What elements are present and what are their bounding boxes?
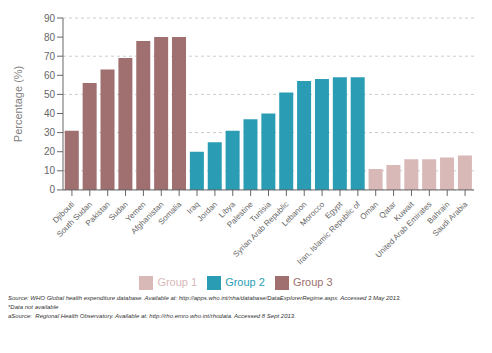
svg-text:Oman: Oman (358, 200, 380, 222)
html-text:Group 2: Group 2 (225, 275, 265, 288)
svg-text:Saudi Arabia: Saudi Arabia (431, 199, 470, 238)
svg-text:Palestine: Palestine (225, 199, 255, 230)
svg-text:40: 40 (44, 108, 56, 119)
svg-text:Egypt: Egypt (323, 199, 345, 221)
svg-text:Somalia: Somalia (157, 199, 184, 226)
svg-text:Iran, Islamic Republic of: Iran, Islamic Republic of (295, 199, 362, 266)
svg-text:United Arab Emirates: United Arab Emirates (374, 200, 434, 260)
svg-text:Morocco: Morocco (298, 199, 326, 227)
svg-text:Iraq: Iraq (185, 199, 202, 216)
svg-text:Djibouti: Djibouti (50, 199, 77, 225)
html-text:Source: WHO Global health expe: Source: WHO Global health expenditure da… (8, 295, 401, 301)
svg-text:Qatar: Qatar (377, 199, 398, 221)
svg-text:60: 60 (44, 70, 56, 81)
svg-text:Lebanon: Lebanon (280, 199, 309, 229)
svg-text:Bahrain: Bahrain (425, 199, 452, 226)
html-text:*Data not available: *Data not available (8, 304, 59, 310)
svg-text:Libya: Libya (217, 199, 237, 220)
svg-text:Jordan: Jordan (195, 200, 219, 224)
svg-text:Pakistan: Pakistan (84, 200, 112, 228)
svg-text:20: 20 (44, 146, 56, 157)
svg-text:0: 0 (49, 184, 55, 195)
html-text:Group 1: Group 1 (157, 275, 198, 288)
html-text:Group 3: Group 3 (292, 275, 333, 288)
svg-text:Tunisia: Tunisia (248, 199, 273, 225)
svg-text:90: 90 (44, 13, 56, 24)
svg-text:Afghanistan: Afghanistan (129, 199, 166, 236)
svg-text:30: 30 (44, 127, 56, 138)
svg-text:Sudan: Sudan (107, 199, 130, 223)
svg-text:Percentage (%): Percentage (%) (12, 66, 24, 142)
svg-text:Kuwait: Kuwait (392, 199, 416, 224)
svg-text:10: 10 (44, 165, 56, 176)
svg-text:80: 80 (44, 32, 56, 43)
svg-text:Syrian Arab Republic: Syrian Arab Republic (231, 200, 290, 259)
svg-text:50: 50 (44, 89, 56, 100)
html-text:aSource: Regional Health Obser: aSource: Regional Health Observatory. Av… (8, 313, 296, 319)
svg-text:70: 70 (44, 51, 56, 62)
svg-text:South Sudan: South Sudan (55, 199, 94, 239)
svg-text:Yemen: Yemen (123, 199, 148, 224)
